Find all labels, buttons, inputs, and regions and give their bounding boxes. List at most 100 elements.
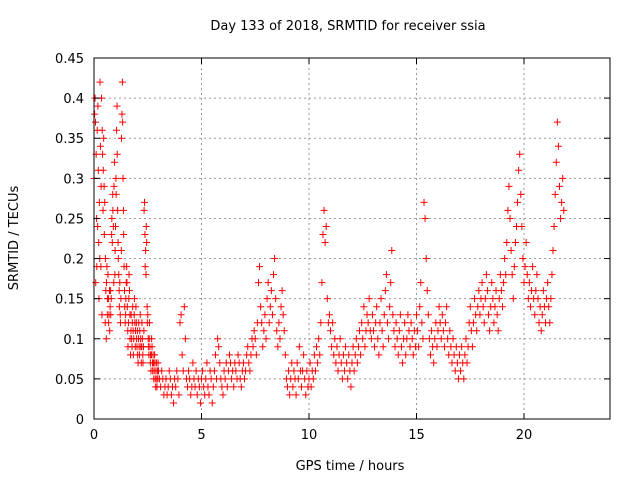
data-point [99, 150, 107, 158]
data-point [108, 230, 116, 238]
data-point [125, 287, 133, 295]
data-point [466, 303, 474, 311]
data-point [208, 399, 216, 407]
data-point [534, 295, 542, 303]
data-point [118, 110, 126, 118]
data-point [241, 375, 248, 383]
data-point [165, 367, 173, 375]
data-point [148, 343, 156, 351]
data-point [113, 150, 121, 158]
data-point [438, 311, 446, 319]
data-point [518, 222, 526, 230]
data-point [383, 319, 391, 327]
data-point [95, 239, 103, 247]
data-point [532, 287, 540, 295]
data-point [97, 263, 105, 271]
data-point [175, 391, 183, 399]
data-point [114, 255, 122, 263]
data-point [276, 335, 284, 343]
data-point [142, 247, 150, 255]
data-point [489, 295, 497, 303]
y-tick-label: 0.3 [63, 172, 84, 187]
data-point [493, 311, 501, 319]
data-point [266, 303, 274, 311]
data-point [103, 263, 111, 271]
data-point [437, 335, 445, 343]
data-point [189, 359, 197, 367]
data-point [485, 311, 493, 319]
data-point [535, 319, 543, 327]
data-point [119, 174, 127, 182]
data-point [170, 399, 178, 407]
data-point [317, 319, 325, 327]
data-point [538, 311, 546, 319]
data-point [482, 271, 490, 279]
data-point [347, 383, 355, 391]
data-point [529, 263, 537, 271]
data-point [96, 142, 104, 150]
data-point [309, 375, 317, 383]
data-point [350, 367, 358, 375]
data-point [100, 230, 108, 238]
data-point [272, 295, 280, 303]
data-point [354, 343, 362, 351]
data-point [98, 126, 106, 134]
data-point [519, 255, 527, 263]
data-point [256, 263, 264, 271]
data-point [327, 327, 334, 335]
data-point [510, 263, 518, 271]
data-point [344, 375, 352, 383]
data-point [281, 351, 289, 359]
data-points [90, 78, 568, 407]
data-point [177, 311, 185, 319]
data-point [491, 303, 499, 311]
data-point [119, 118, 127, 126]
data-point [251, 335, 259, 343]
data-point [142, 271, 150, 279]
data-point [494, 327, 502, 335]
data-point [123, 263, 131, 271]
data-point [271, 255, 279, 263]
data-point [525, 279, 533, 287]
data-point [539, 287, 547, 295]
data-point [392, 319, 400, 327]
data-point [506, 214, 514, 222]
data-point [148, 335, 156, 343]
data-point [94, 222, 102, 230]
data-point [196, 399, 204, 407]
data-point [382, 271, 390, 279]
data-point [404, 311, 412, 319]
data-point [258, 319, 266, 327]
data-point [386, 303, 394, 311]
data-point [249, 343, 257, 351]
data-point [394, 351, 402, 359]
data-point [418, 319, 426, 327]
data-point [457, 367, 465, 375]
data-point [329, 319, 337, 327]
plot-frame [93, 57, 611, 420]
data-point [517, 190, 525, 198]
data-point [278, 287, 286, 295]
data-point [361, 343, 369, 351]
data-point [106, 303, 114, 311]
data-point [359, 335, 367, 343]
data-point [210, 367, 218, 375]
data-point [395, 327, 403, 335]
data-point [117, 247, 125, 255]
data-point [246, 367, 254, 375]
data-point [132, 303, 140, 311]
data-point [499, 303, 506, 311]
data-point [140, 327, 148, 335]
x-tick-label: 0 [90, 428, 98, 443]
data-point [112, 174, 120, 182]
data-point [262, 335, 270, 343]
data-point [546, 319, 554, 327]
x-tick-label: 10 [301, 428, 318, 443]
data-point [374, 335, 382, 343]
data-point [265, 319, 273, 327]
data-point [219, 391, 227, 399]
data-point [297, 383, 305, 391]
data-point [209, 383, 217, 391]
data-point [399, 359, 407, 367]
data-point [320, 206, 328, 214]
